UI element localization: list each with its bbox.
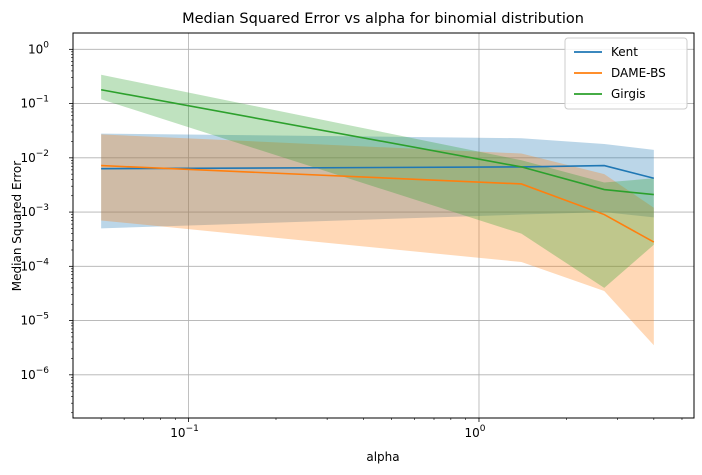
y-tick-exponent: −3 bbox=[36, 203, 49, 213]
y-axis-label: Median Squared Error bbox=[10, 161, 24, 291]
confidence-bands bbox=[101, 74, 654, 346]
y-tick-label: 10−5 bbox=[20, 312, 49, 328]
legend: Kent DAME-BS Girgis bbox=[564, 37, 688, 110]
y-tick-label: 10−1 bbox=[20, 95, 49, 111]
band-girgis bbox=[101, 74, 654, 288]
line-girgis bbox=[100, 88, 654, 196]
y-tick-exponent: 0 bbox=[43, 40, 49, 50]
x-axis-label: alpha bbox=[366, 450, 399, 464]
chart-title: Median Squared Error vs alpha for binomi… bbox=[182, 11, 584, 27]
y-axis-ticks: 10−6 10−5 10−4 10−3 10−2 10−1 100 bbox=[20, 40, 73, 414]
legend-label-girgis: Girgis bbox=[611, 87, 646, 101]
y-tick-exponent: −5 bbox=[36, 312, 49, 322]
legend-label-dame-bs: DAME-BS bbox=[611, 66, 666, 80]
band-kent bbox=[101, 133, 654, 229]
line-kent bbox=[101, 164, 655, 180]
y-tick-exponent: −6 bbox=[36, 366, 50, 376]
y-tick-exponent: −4 bbox=[36, 257, 50, 267]
y-tick-exponent: −2 bbox=[36, 149, 49, 159]
y-tick-label: 10−3 bbox=[20, 203, 49, 219]
series-lines bbox=[100, 88, 655, 243]
y-tick-label: 10−4 bbox=[20, 257, 49, 273]
x-tick-exponent: −1 bbox=[186, 424, 199, 434]
legend-label-kent: Kent bbox=[611, 45, 638, 59]
y-tick-label: 10−2 bbox=[20, 149, 49, 165]
band-dame-bs bbox=[101, 134, 654, 346]
x-axis-ticks: 10−1 100 bbox=[100, 418, 683, 440]
x-tick-exponent: 0 bbox=[480, 424, 486, 434]
y-tick-exponent: −1 bbox=[36, 95, 49, 105]
line-dame-bs bbox=[101, 164, 655, 243]
x-tick-label: 100 bbox=[464, 424, 485, 440]
x-tick-label: 10−1 bbox=[170, 424, 199, 440]
y-tick-label: 100 bbox=[28, 40, 49, 56]
y-tick-label: 10−6 bbox=[20, 366, 49, 382]
legend-box bbox=[564, 37, 688, 110]
plot-frame bbox=[72, 32, 695, 419]
